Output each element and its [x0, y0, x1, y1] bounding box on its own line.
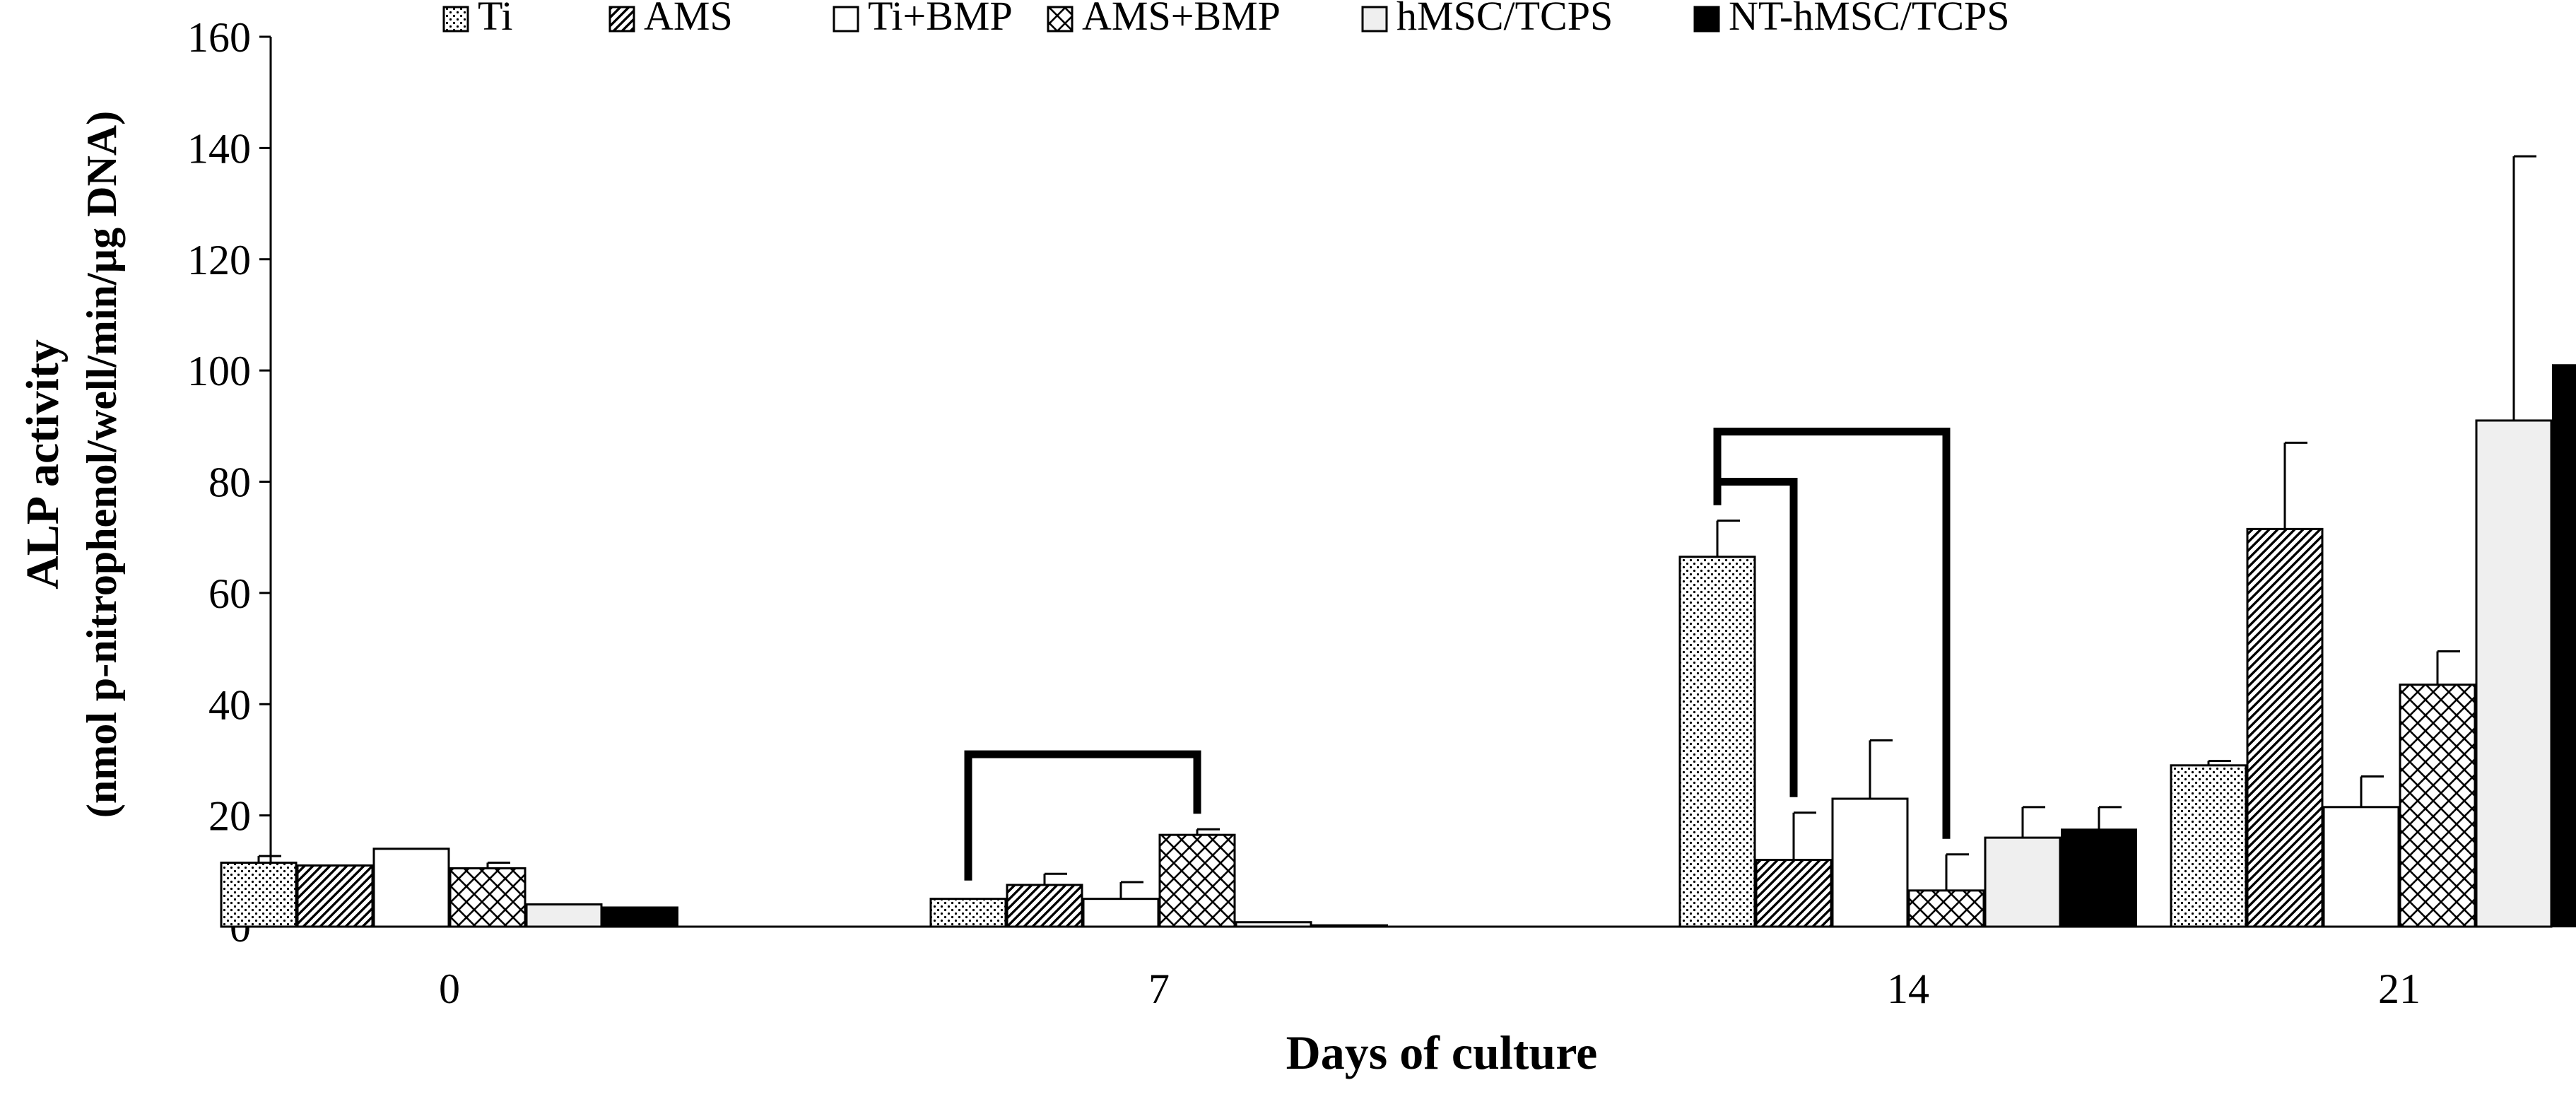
bar: [372, 847, 450, 928]
legend-label: Ti: [478, 0, 513, 39]
bar: [1006, 884, 1083, 928]
y-tick-label: 100: [187, 348, 251, 394]
x-tick-label: 14: [1887, 966, 1929, 1012]
y-axis-title-line2: (nmol p-nitrophenol/well/min/µg DNA): [78, 111, 125, 818]
significance-bracket: [1713, 428, 1951, 839]
significance-bracket: [964, 750, 1201, 881]
y-tick-label: 40: [208, 681, 251, 728]
bar: [1158, 833, 1236, 928]
bar: [2170, 764, 2247, 928]
y-tick-label: 60: [208, 570, 251, 617]
bar: [2475, 419, 2553, 928]
bar: [2061, 828, 2137, 927]
bar: [2322, 806, 2400, 928]
bar: [1831, 797, 1909, 928]
x-tick-label: 7: [1148, 966, 1170, 1012]
legend-label: AMS+BMP: [1082, 0, 1281, 39]
bar: [1312, 924, 1388, 928]
legend-swatch: [1047, 6, 1074, 33]
y-tick-label: 20: [208, 793, 251, 840]
bar: [2399, 684, 2476, 928]
y-tick-label: 120: [187, 237, 251, 283]
bar: [929, 898, 1007, 928]
bar: [1678, 556, 1756, 928]
bar: [449, 867, 527, 928]
y-tick-label: 140: [187, 125, 251, 172]
legend-label: Ti+BMP: [868, 0, 1013, 39]
x-tick-label: 0: [439, 966, 460, 1012]
x-axis-title: Days of culture: [1286, 1026, 1598, 1079]
legend-label: NT-hMSC/TCPS: [1729, 0, 2010, 39]
bar: [1755, 859, 1833, 928]
legend-swatch: [442, 6, 469, 33]
x-tick-label: 21: [2378, 966, 2421, 1012]
bar: [1235, 921, 1312, 928]
bar: [602, 906, 678, 927]
bar: [1984, 836, 2062, 928]
y-tick-label: 160: [187, 14, 251, 61]
y-tick-label: 80: [208, 459, 251, 506]
bar: [2552, 364, 2576, 927]
bar: [2246, 527, 2324, 928]
legend-label: AMS: [644, 0, 733, 39]
bar: [220, 862, 298, 928]
bar: [1082, 898, 1160, 928]
y-axis-title-line1: ALP activity: [17, 339, 69, 589]
bar: [525, 903, 603, 928]
legend-swatch: [833, 6, 859, 33]
legend-swatch: [1693, 6, 1720, 33]
legend-swatch: [1361, 6, 1388, 33]
bar: [1907, 889, 1985, 928]
legend-swatch: [608, 6, 635, 33]
legend-label: hMSC/TCPS: [1396, 0, 1613, 39]
bar: [296, 864, 374, 928]
